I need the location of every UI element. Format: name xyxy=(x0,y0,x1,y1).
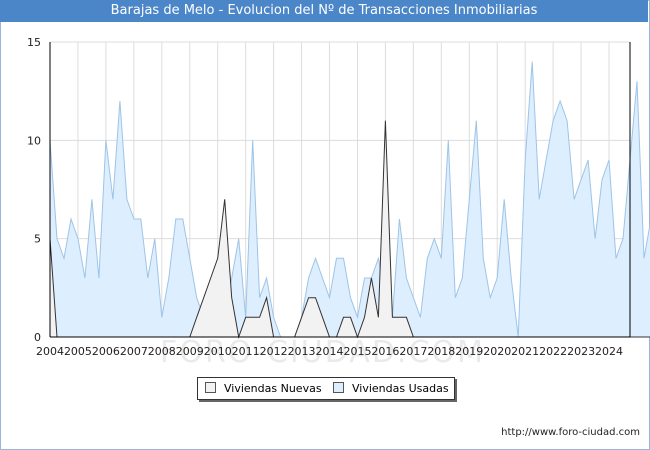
y-tick-label: 0 xyxy=(34,331,41,344)
legend-item-nuevas: Viviendas Nuevas xyxy=(205,381,322,396)
x-tick-label: 2004 xyxy=(36,345,64,358)
x-tick-label: 2007 xyxy=(120,345,148,358)
x-tick-label: 2017 xyxy=(399,345,427,358)
x-tick-label: 2021 xyxy=(511,345,539,358)
series-nuevas-line xyxy=(49,120,650,339)
x-tick-label: 2006 xyxy=(92,345,120,358)
series-usadas-area xyxy=(50,61,650,337)
legend-label-usadas: Viviendas Usadas xyxy=(352,382,449,395)
legend-label-nuevas: Viviendas Nuevas xyxy=(224,382,322,395)
series-usadas-line xyxy=(49,61,650,338)
x-tick-label: 2018 xyxy=(427,345,455,358)
watermark: FORO-CIUDAD.COM xyxy=(160,335,485,370)
x-tick-label: 2011 xyxy=(232,345,260,358)
x-tick-label: 2019 xyxy=(455,345,483,358)
x-tick-label: 2005 xyxy=(64,345,92,358)
x-tick-label: 2016 xyxy=(371,345,399,358)
y-tick-label: 5 xyxy=(34,233,41,246)
y-tick-label: 15 xyxy=(27,36,41,49)
footer-url[interactable]: http://www.foro-ciudad.com xyxy=(501,427,640,438)
x-tick-label: 2020 xyxy=(483,345,511,358)
x-tick-label: 2022 xyxy=(539,345,567,358)
x-tick-label: 2014 xyxy=(316,345,344,358)
chart-title: Barajas de Melo - Evolucion del Nº de Tr… xyxy=(0,0,648,22)
chart-legend: Viviendas Nuevas Viviendas Usadas xyxy=(197,377,455,400)
y-tick-label: 10 xyxy=(27,134,41,147)
x-tick-label: 2015 xyxy=(343,345,371,358)
legend-swatch-nuevas xyxy=(205,382,216,393)
x-tick-label: 2012 xyxy=(260,345,288,358)
x-tick-label: 2024 xyxy=(595,345,623,358)
x-tick-label: 2009 xyxy=(176,345,204,358)
x-tick-label: 2008 xyxy=(148,345,176,358)
x-tick-label: 2013 xyxy=(288,345,316,358)
legend-item-usadas: Viviendas Usadas xyxy=(333,381,449,396)
x-tick-label: 2010 xyxy=(204,345,232,358)
legend-swatch-usadas xyxy=(333,382,344,393)
x-tick-label: 2023 xyxy=(567,345,595,358)
